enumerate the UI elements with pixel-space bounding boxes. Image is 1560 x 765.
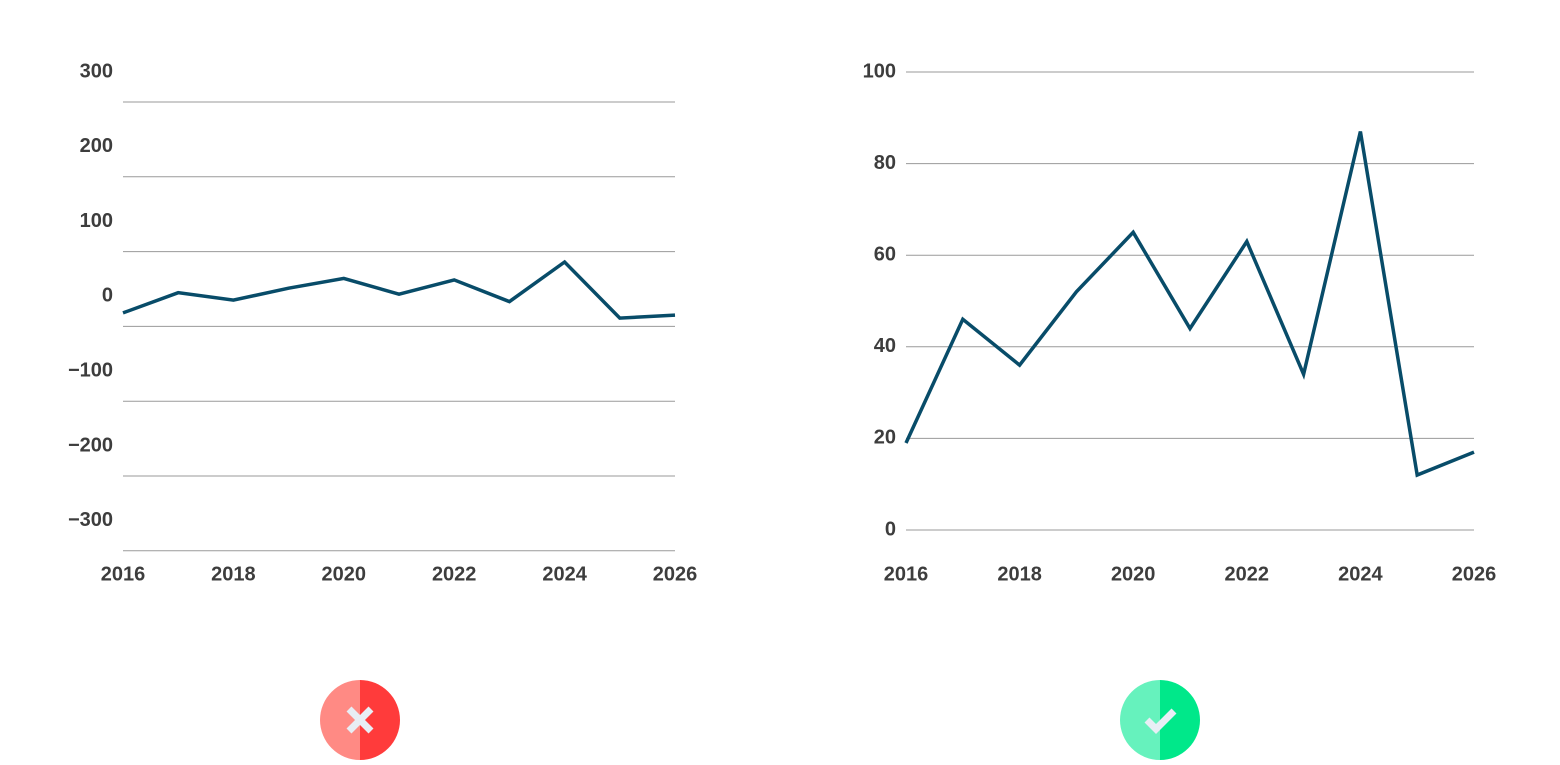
y-tick-label: 20	[874, 427, 896, 449]
x-tick-label: 2022	[1225, 563, 1270, 585]
x-tick-label: 2020	[322, 563, 367, 585]
y-tick-label: 0	[885, 518, 896, 540]
x-axis: 2016 2018 2020 2022 2024 2026	[101, 563, 698, 585]
y-tick-label: 0	[102, 285, 113, 307]
y-tick-label: 80	[874, 152, 896, 174]
check-icon	[1120, 680, 1200, 760]
x-tick-label: 2016	[884, 563, 929, 585]
x-tick-label: 2024	[1338, 563, 1383, 585]
gridlines	[123, 102, 675, 551]
series-line	[906, 132, 1474, 476]
x-tick-label: 2024	[542, 563, 587, 585]
y-tick-label: −200	[68, 434, 113, 456]
y-tick-label: 200	[80, 135, 113, 157]
y-tick-label: −300	[68, 509, 113, 531]
y-tick-label: −100	[68, 359, 113, 381]
y-axis: 100 80 60 40 20 0	[863, 60, 896, 540]
line-chart-right: 100 80 60 40 20 0 2016 2018 2020 2022 2024 2026	[790, 0, 1560, 620]
y-tick-label: 100	[80, 210, 113, 232]
x-tick-label: 2018	[211, 563, 256, 585]
y-tick-label: 60	[874, 243, 896, 265]
x-tick-label: 2018	[997, 563, 1042, 585]
y-tick-label: 300	[80, 60, 113, 82]
x-tick-label: 2026	[1452, 563, 1497, 585]
y-axis: 300 200 100 0 −100 −200 −300	[68, 60, 113, 531]
x-tick-label: 2016	[101, 563, 146, 585]
x-tick-label: 2026	[653, 563, 698, 585]
series-line	[123, 262, 675, 318]
chart-correct: 100 80 60 40 20 0 2016 2018 2020 2022 2024 2026	[790, 0, 1560, 620]
cross-icon	[320, 680, 400, 760]
y-tick-label: 100	[863, 60, 896, 82]
x-tick-label: 2022	[432, 563, 477, 585]
y-tick-label: 40	[874, 335, 896, 357]
x-axis: 2016 2018 2020 2022 2024 2026	[884, 563, 1497, 585]
x-tick-label: 2020	[1111, 563, 1156, 585]
